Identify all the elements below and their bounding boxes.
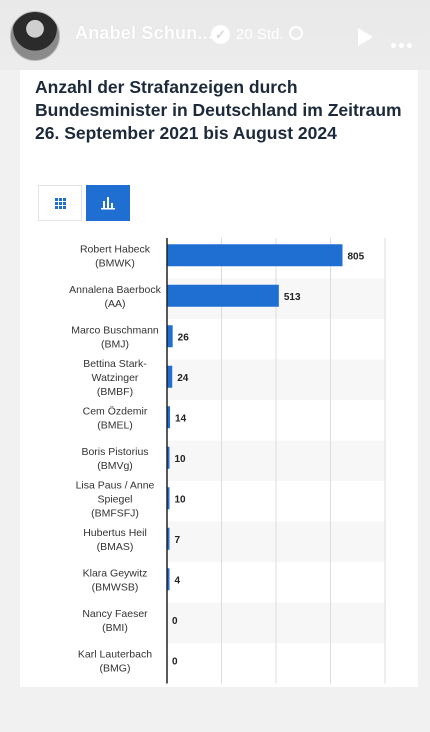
value-label: 513 (284, 292, 301, 303)
category-label: Robert Habeck (80, 243, 151, 255)
bar[interactable] (167, 325, 173, 348)
category-label: (BMWK) (95, 257, 135, 269)
verified-badge-icon: ✓ (211, 25, 230, 44)
category-label: Spiegel (97, 493, 132, 505)
chart-card: Anzahl der Strafanzeigen durch Bundesmin… (20, 70, 418, 687)
chart-title: Anzahl der Strafanzeigen durch Bundesmin… (35, 77, 402, 143)
category-label: Klara Geywitz (83, 567, 148, 579)
value-label: 7 (175, 535, 181, 546)
category-label: Nancy Faeser (82, 608, 148, 620)
value-label: 10 (175, 454, 187, 465)
category-label: Lisa Paus / Anne (76, 479, 155, 491)
value-label: 26 (178, 332, 190, 343)
value-label: 24 (177, 373, 189, 384)
category-label: Bettina Stark- (83, 358, 147, 370)
globe-icon (289, 26, 303, 40)
author-avatar[interactable] (10, 11, 60, 61)
value-label: 10 (175, 494, 187, 505)
value-label: 0 (172, 656, 178, 667)
category-label: (BMAS) (97, 541, 134, 553)
bar[interactable] (167, 487, 170, 510)
category-label: (BMFSFJ) (91, 507, 139, 519)
value-label: 14 (175, 413, 187, 424)
category-label: Karl Lauterbach (78, 648, 152, 660)
category-label: Watzinger (92, 372, 139, 384)
value-label: 4 (175, 575, 181, 586)
bar-chart: 805 Robert Habeck (BMWK) 513 Annalena Baerbo… (69, 238, 386, 684)
story-header: Anabel Schun... ✓ 20 Std. (0, 0, 430, 70)
chart-view-button[interactable] (86, 185, 130, 221)
grid-icon (55, 198, 66, 209)
category-label: (BMJ) (101, 338, 129, 350)
value-label: 805 (347, 251, 364, 262)
category-label: (BMG) (100, 662, 131, 674)
category-label: Marco Buschmann (71, 324, 159, 336)
bar[interactable] (167, 527, 170, 550)
category-label: (BMBF) (97, 386, 133, 398)
post-time: 20 Std. (236, 26, 284, 43)
category-label: (AA) (105, 298, 126, 310)
category-label: (BMEL) (97, 419, 133, 431)
table-view-button[interactable] (38, 185, 82, 221)
category-label: (BMI) (102, 622, 128, 634)
category-label: (BMVg) (97, 460, 133, 472)
category-label: Boris Pistorius (81, 446, 148, 458)
bar[interactable] (167, 406, 171, 429)
category-label: Cem Özdemir (83, 405, 148, 417)
category-label: (BMWSB) (92, 581, 139, 593)
bar[interactable] (167, 365, 173, 388)
category-label: Annalena Baerbock (69, 284, 161, 296)
play-icon[interactable] (358, 28, 373, 46)
category-label: Hubertus Heil (83, 527, 147, 539)
bar[interactable] (167, 446, 170, 469)
bar[interactable] (167, 568, 170, 591)
bar-chart-icon (101, 197, 115, 210)
more-options-icon[interactable] (391, 35, 415, 53)
bar[interactable] (167, 244, 343, 267)
bar[interactable] (167, 284, 279, 307)
author-name[interactable]: Anabel Schun... (75, 23, 214, 43)
value-label: 0 (172, 616, 178, 627)
